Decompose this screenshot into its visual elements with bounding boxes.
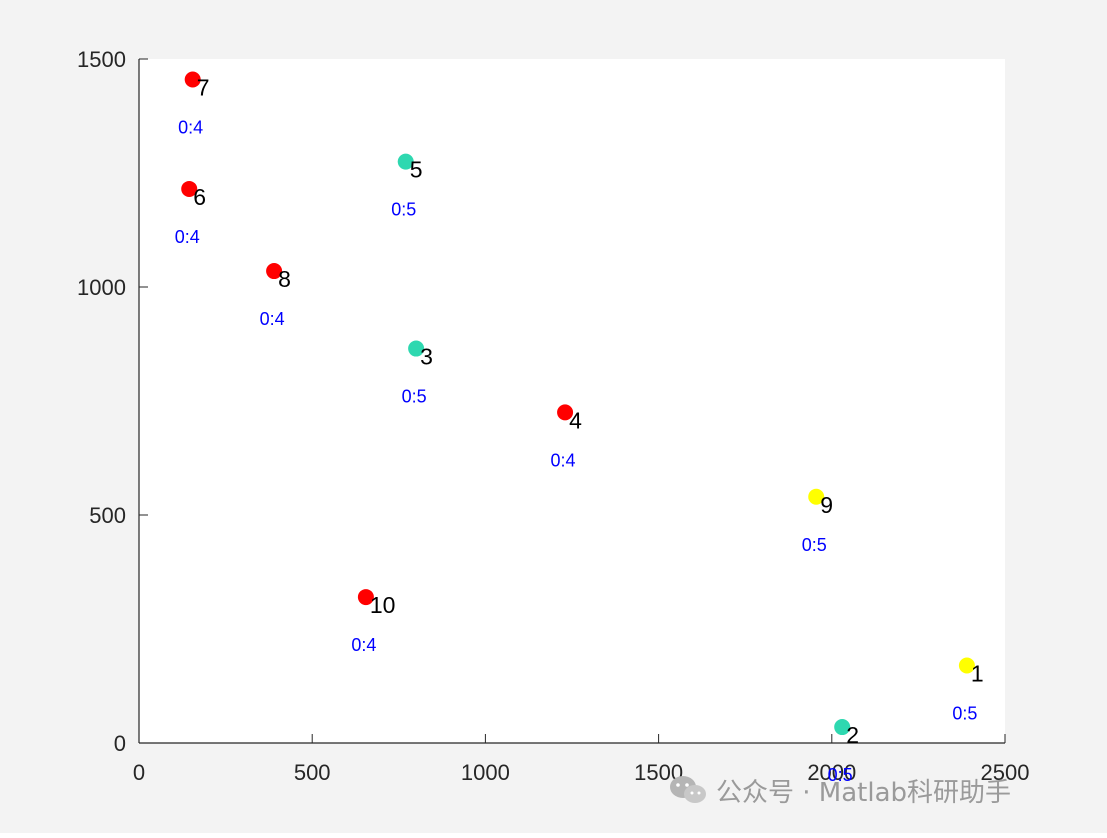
plot-area [139, 59, 1005, 743]
data-point [357, 589, 374, 606]
y-tick-label: 500 [89, 503, 126, 528]
point-sublabel: 0:5 [802, 535, 827, 555]
point-sublabel: 0:5 [952, 703, 977, 723]
watermark: 公众号 · Matlab科研助手 [668, 770, 1011, 810]
point-sublabel: 0:4 [260, 309, 285, 329]
point-sublabel: 0:4 [178, 118, 203, 138]
point-label: 2 [846, 722, 859, 748]
data-point [408, 340, 425, 357]
x-tick-label: 1000 [461, 760, 510, 785]
point-label: 5 [410, 157, 423, 183]
y-tick-label: 1000 [77, 275, 126, 300]
data-point [808, 488, 825, 505]
wechat-icon [670, 776, 706, 803]
y-tick-label: 0 [114, 731, 126, 756]
point-sublabel: 0:5 [828, 765, 853, 785]
x-tick-label: 0 [133, 760, 145, 785]
point-sublabel: 0:4 [175, 227, 200, 247]
data-point [397, 153, 414, 170]
x-tick-label: 2500 [981, 760, 1030, 785]
data-point [181, 180, 198, 197]
point-sublabel: 0:4 [551, 450, 576, 470]
data-point [958, 657, 975, 674]
point-label: 10 [370, 592, 396, 618]
watermark-text: 公众号 · Matlab科研助手 [716, 777, 1012, 808]
point-label: 8 [278, 266, 291, 292]
data-point [557, 404, 574, 421]
y-tick-label: 1500 [77, 47, 126, 72]
axes [138, 58, 1006, 744]
point-label: 9 [820, 492, 833, 518]
point-sublabel: 0:5 [402, 387, 427, 407]
data-point [184, 71, 201, 88]
data-point [266, 263, 283, 280]
point-label: 3 [420, 344, 433, 370]
point-label: 1 [971, 660, 984, 686]
x-tick-label: 500 [294, 760, 331, 785]
point-label: 7 [197, 75, 210, 101]
point-sublabel: 0:4 [351, 635, 376, 655]
point-sublabel: 0:5 [391, 200, 416, 220]
point-label: 4 [569, 407, 582, 433]
data-points: 1 0:5 2 0:5 3 0:5 4 0:4 5 0:5 6 0:4 7 0:4 8 0:4 9 0:5 10 0:… [175, 71, 984, 785]
point-label: 6 [193, 184, 206, 210]
data-point [834, 719, 851, 736]
x-tick-label: 2000 [807, 760, 856, 785]
